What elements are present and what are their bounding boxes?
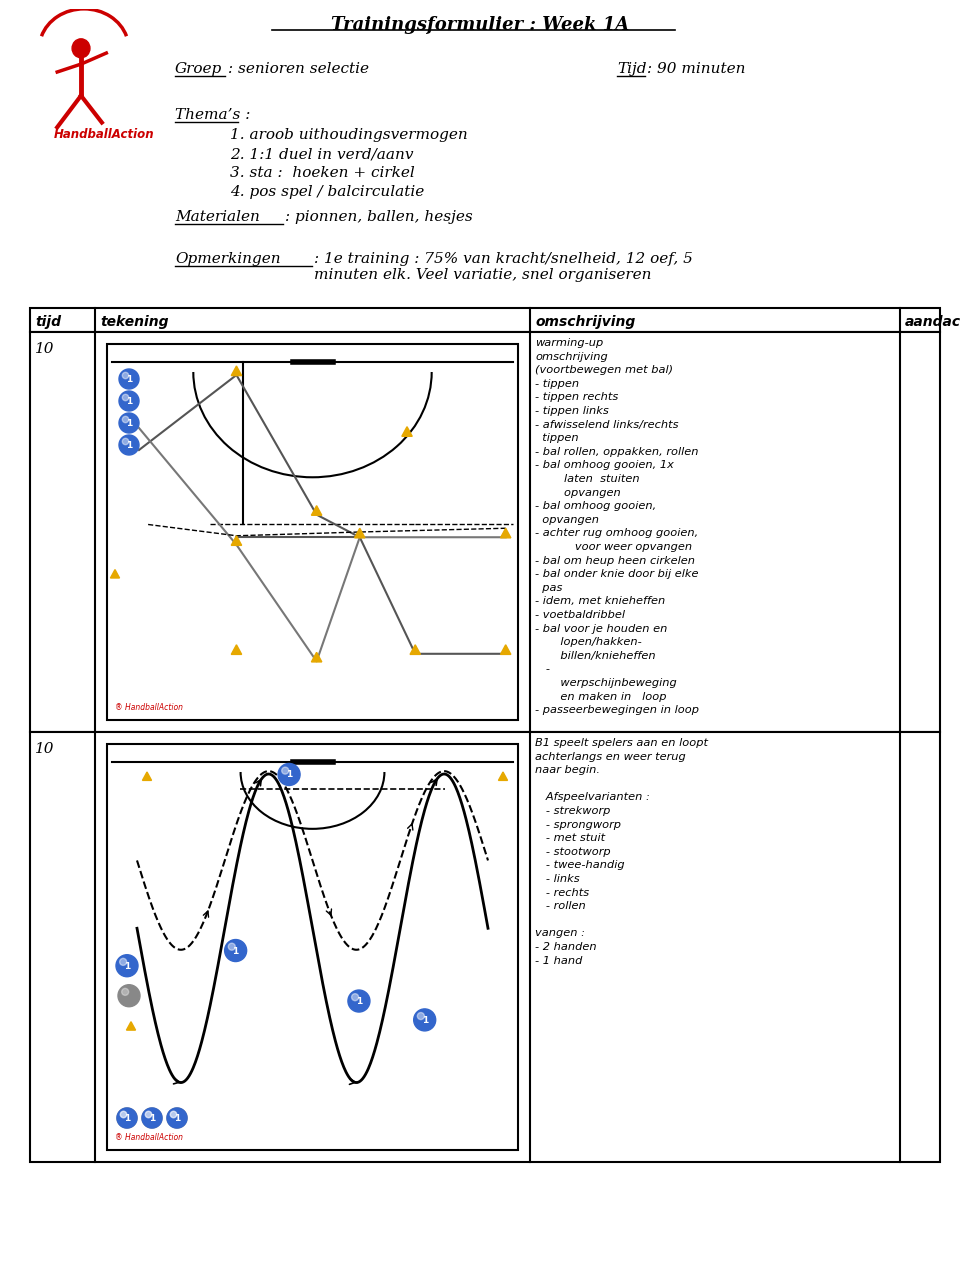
Circle shape: [122, 373, 129, 379]
Circle shape: [118, 985, 140, 1007]
Polygon shape: [500, 645, 511, 654]
Polygon shape: [127, 1022, 135, 1031]
Polygon shape: [500, 528, 511, 538]
Circle shape: [119, 369, 139, 389]
Polygon shape: [410, 645, 420, 654]
Circle shape: [116, 955, 138, 976]
Circle shape: [72, 39, 90, 58]
Polygon shape: [142, 772, 152, 781]
Text: 1: 1: [126, 397, 132, 405]
Polygon shape: [231, 366, 242, 375]
Circle shape: [414, 1009, 436, 1031]
Circle shape: [278, 763, 300, 786]
Text: 1: 1: [126, 441, 132, 450]
Text: : pionnen, ballen, hesjes: : pionnen, ballen, hesjes: [285, 210, 472, 224]
Circle shape: [145, 1111, 152, 1118]
Text: 1: 1: [126, 419, 132, 428]
Circle shape: [122, 394, 129, 400]
Polygon shape: [231, 645, 242, 654]
Text: : senioren selectie: : senioren selectie: [228, 62, 369, 76]
Polygon shape: [110, 570, 120, 578]
Circle shape: [120, 1111, 127, 1118]
Polygon shape: [498, 772, 508, 781]
Text: Tijd: Tijd: [617, 62, 646, 76]
Bar: [30, 332, 940, 733]
Circle shape: [351, 994, 359, 1000]
Text: ® HandballAction: ® HandballAction: [115, 703, 183, 712]
Polygon shape: [402, 427, 412, 436]
Circle shape: [117, 1108, 137, 1128]
Text: 3. sta :  hoeken + cirkel: 3. sta : hoeken + cirkel: [230, 165, 415, 181]
Polygon shape: [311, 505, 322, 515]
Text: : 90 minuten: : 90 minuten: [647, 62, 746, 76]
Text: Materialen: Materialen: [175, 210, 260, 224]
Text: HandballAction: HandballAction: [55, 129, 155, 141]
Polygon shape: [231, 536, 242, 546]
Text: 1: 1: [286, 770, 292, 779]
Text: Thema’s :: Thema’s :: [175, 109, 251, 123]
Circle shape: [145, 1111, 152, 1118]
Text: tijd: tijd: [35, 314, 61, 328]
Circle shape: [119, 434, 139, 455]
Circle shape: [119, 413, 139, 433]
Polygon shape: [311, 652, 322, 662]
Text: : 1e training : 75% van kracht/snelheid, 12 oef, 5
minuten elk. Veel variatie, s: : 1e training : 75% van kracht/snelheid,…: [314, 253, 693, 282]
Circle shape: [167, 1108, 187, 1128]
Text: 1: 1: [421, 1015, 428, 1024]
Text: 1. aroob uithoudingsvermogen: 1. aroob uithoudingsvermogen: [230, 128, 468, 141]
Circle shape: [120, 959, 127, 965]
Polygon shape: [354, 528, 365, 538]
Text: aandachtspunten: aandachtspunten: [905, 314, 960, 328]
Text: 1: 1: [126, 375, 132, 384]
Text: Groep: Groep: [175, 62, 223, 76]
Text: 1: 1: [356, 997, 362, 1007]
Circle shape: [117, 1108, 137, 1128]
Text: Opmerkingen: Opmerkingen: [175, 253, 280, 266]
Circle shape: [228, 943, 235, 950]
Circle shape: [122, 438, 129, 445]
Text: 1: 1: [174, 1114, 180, 1123]
Text: 1: 1: [124, 1114, 131, 1123]
Circle shape: [122, 417, 129, 423]
Circle shape: [225, 940, 247, 961]
Text: tekening: tekening: [100, 314, 169, 328]
Text: 1: 1: [124, 961, 131, 971]
Circle shape: [418, 1013, 424, 1019]
Text: warming-up
omschrijving
(voortbewegen met bal)
- tippen
- tippen rechts
- tippen: warming-up omschrijving (voortbewegen me…: [535, 338, 699, 715]
Text: omschrijving: omschrijving: [535, 314, 636, 328]
Text: B1 speelt spelers aan en loopt
achterlangs en weer terug
naar begin.

   Afspeel: B1 speelt spelers aan en loopt achterlan…: [535, 738, 708, 966]
Circle shape: [167, 1108, 187, 1128]
Text: Trainingsformulier : Week 1A: Trainingsformulier : Week 1A: [331, 16, 629, 34]
Circle shape: [142, 1108, 162, 1128]
Bar: [30, 308, 940, 332]
Text: 4. pos spel / balcirculatie: 4. pos spel / balcirculatie: [230, 184, 424, 200]
Circle shape: [120, 1111, 127, 1118]
Text: 10: 10: [35, 741, 55, 757]
Circle shape: [348, 990, 370, 1012]
Text: 1: 1: [232, 946, 239, 956]
Text: 1: 1: [149, 1114, 156, 1123]
Circle shape: [142, 1108, 162, 1128]
Circle shape: [119, 392, 139, 410]
Circle shape: [122, 989, 129, 995]
Circle shape: [170, 1111, 177, 1118]
Text: ® HandballAction: ® HandballAction: [115, 1133, 183, 1142]
Circle shape: [281, 767, 289, 774]
Bar: [107, 344, 518, 720]
Bar: [30, 733, 940, 1162]
Text: 10: 10: [35, 342, 55, 356]
Circle shape: [170, 1111, 177, 1118]
Bar: [107, 744, 518, 1151]
Text: 2. 1:1 duel in verd/aanv: 2. 1:1 duel in verd/aanv: [230, 147, 414, 160]
